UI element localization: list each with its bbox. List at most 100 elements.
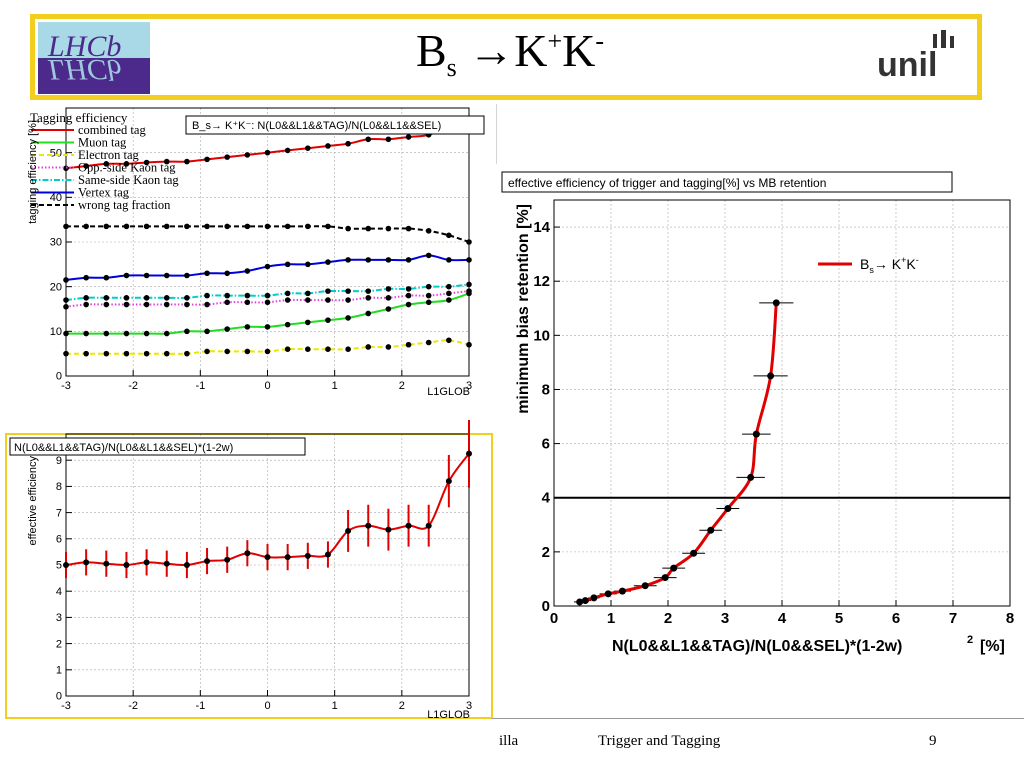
data-point — [385, 295, 392, 301]
data-point — [345, 297, 351, 303]
data-point — [365, 288, 372, 294]
y-tick-label: 2 — [56, 638, 62, 650]
data-point — [767, 372, 775, 380]
data-point — [163, 223, 170, 230]
data-point — [143, 559, 150, 566]
footer-author: illa — [499, 733, 519, 749]
data-point — [365, 225, 372, 232]
data-point — [365, 257, 372, 263]
data-point — [284, 290, 291, 297]
data-point — [204, 558, 211, 565]
lhcb-logo: LHCb LHCb — [38, 22, 150, 94]
data-point — [345, 315, 351, 321]
y-tick-label: 4 — [56, 586, 62, 598]
data-point — [466, 257, 472, 263]
data-point — [143, 223, 150, 230]
data-point — [244, 299, 251, 306]
y-tick-label: 0 — [56, 371, 62, 383]
lhcb-logo-reflection: LHCb — [47, 53, 121, 86]
x-tick-label: 0 — [264, 380, 270, 392]
y-tick-label: 30 — [50, 237, 62, 249]
y-tick-label: 5 — [56, 560, 62, 572]
chart3-xlabel-sup: 2 — [967, 634, 973, 646]
data-point — [184, 272, 190, 279]
data-point — [264, 223, 271, 230]
y-tick-label: 14 — [533, 219, 550, 236]
data-point — [284, 147, 291, 154]
data-point — [305, 223, 311, 230]
data-point — [466, 341, 472, 348]
data-point — [365, 522, 372, 529]
y-tick-label: 10 — [533, 327, 550, 344]
data-point — [365, 295, 372, 301]
series-line — [65, 290, 470, 308]
data-point — [752, 430, 760, 438]
data-point — [83, 163, 89, 169]
data-point — [284, 554, 291, 561]
data-point — [163, 560, 170, 567]
data-point — [284, 261, 291, 268]
data-point — [244, 152, 251, 158]
y-tick-label: 4 — [542, 490, 551, 507]
data-point — [466, 288, 472, 294]
data-point — [264, 263, 271, 270]
data-point — [63, 350, 69, 357]
data-point — [324, 551, 331, 558]
x-tick-label: 1 — [332, 380, 338, 392]
slide-title: Bs →K+K- — [415, 25, 605, 83]
data-point — [83, 274, 89, 281]
legend-entry: Vertex tag — [78, 186, 130, 200]
y-tick-label: 9 — [56, 455, 62, 467]
data-point — [163, 158, 170, 165]
chart3-xlabel-unit: [%] — [980, 638, 1005, 655]
data-point — [204, 270, 210, 277]
data-point — [224, 154, 230, 160]
data-point — [466, 450, 472, 457]
chart3-xlabel: N(L0&&L1&&TAG)/N(L0&&SEL)*(1-2w) — [612, 638, 902, 655]
data-point — [224, 292, 230, 299]
data-point — [345, 257, 351, 263]
data-point — [284, 223, 291, 230]
data-point — [244, 292, 251, 299]
data-point — [103, 274, 110, 281]
data-point — [83, 301, 89, 308]
legend-entry: Electron tag — [78, 148, 139, 162]
y-tick-label: 6 — [56, 533, 62, 545]
data-point — [184, 295, 190, 301]
data-point — [284, 321, 291, 328]
data-point — [103, 560, 110, 567]
data-point — [123, 350, 130, 357]
data-point — [123, 301, 130, 308]
data-point — [163, 295, 170, 301]
data-point — [184, 350, 190, 357]
data-point — [305, 261, 311, 268]
data-point — [184, 328, 190, 335]
x-tick-label: 3 — [466, 700, 472, 712]
data-point — [425, 283, 432, 290]
data-point — [143, 295, 150, 301]
data-point — [244, 348, 251, 355]
legend-entry: wrong tag fraction — [78, 198, 171, 212]
data-point — [123, 295, 130, 301]
data-point — [747, 473, 755, 481]
data-point — [264, 324, 271, 330]
data-point — [345, 288, 351, 294]
data-point — [405, 301, 412, 308]
y-tick-label: 20 — [50, 281, 62, 293]
data-point — [143, 301, 150, 308]
unil-logo-text: unil — [877, 46, 937, 84]
x-tick-label: 2 — [664, 610, 672, 627]
data-point — [264, 299, 271, 306]
chart2-ylabel: effective efficiency — [27, 456, 39, 546]
data-point — [385, 225, 392, 232]
x-tick-label: 3 — [721, 610, 729, 627]
chart1-ylabel: tagging efficiency [%] — [27, 120, 39, 224]
data-point — [405, 257, 412, 263]
data-point — [184, 301, 190, 308]
data-point — [63, 297, 69, 303]
y-tick-label: 50 — [50, 147, 62, 159]
data-point — [304, 552, 311, 559]
y-tick-label: 0 — [56, 691, 62, 703]
data-point — [204, 328, 210, 335]
data-point — [325, 346, 331, 352]
